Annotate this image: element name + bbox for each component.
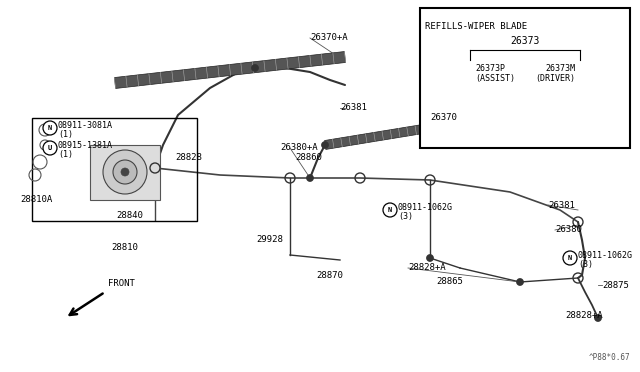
Circle shape bbox=[103, 150, 147, 194]
Text: 26380+A: 26380+A bbox=[280, 144, 317, 153]
Text: ^P88*0.67: ^P88*0.67 bbox=[588, 353, 630, 362]
Text: 08911-3081A: 08911-3081A bbox=[58, 121, 113, 129]
Text: 28828+A: 28828+A bbox=[565, 311, 603, 320]
Text: 29928: 29928 bbox=[257, 235, 284, 244]
Bar bbox=[420, 8, 630, 148]
Text: 28810: 28810 bbox=[111, 244, 138, 253]
Text: 26380: 26380 bbox=[555, 225, 582, 234]
Text: 26373P
(ASSIST): 26373P (ASSIST) bbox=[475, 64, 515, 83]
Circle shape bbox=[121, 168, 129, 176]
Circle shape bbox=[426, 254, 433, 262]
Polygon shape bbox=[428, 103, 532, 124]
Circle shape bbox=[252, 64, 259, 71]
Text: 28875: 28875 bbox=[602, 280, 629, 289]
Text: REFILLS-WIPER BLADE: REFILLS-WIPER BLADE bbox=[425, 22, 527, 31]
Text: 28810A: 28810A bbox=[20, 196, 52, 205]
Circle shape bbox=[113, 160, 137, 184]
Text: (3): (3) bbox=[578, 260, 593, 269]
Circle shape bbox=[43, 121, 57, 135]
Bar bbox=[32, 118, 197, 221]
Text: 28828+A: 28828+A bbox=[408, 263, 445, 273]
Bar bbox=[90, 145, 160, 200]
Text: 08915-1381A: 08915-1381A bbox=[58, 141, 113, 150]
Text: (3): (3) bbox=[398, 212, 413, 221]
Circle shape bbox=[595, 314, 602, 321]
Circle shape bbox=[563, 251, 577, 265]
Text: N: N bbox=[388, 207, 392, 213]
Text: 26370: 26370 bbox=[430, 113, 457, 122]
Text: N: N bbox=[48, 125, 52, 131]
Text: 28840: 28840 bbox=[116, 211, 143, 219]
Text: 28870: 28870 bbox=[317, 270, 344, 279]
Circle shape bbox=[43, 141, 57, 155]
Text: FRONT: FRONT bbox=[108, 279, 135, 288]
Text: N: N bbox=[568, 255, 572, 261]
Text: 28860: 28860 bbox=[295, 154, 322, 163]
Text: 08911-1062G: 08911-1062G bbox=[578, 250, 633, 260]
Text: U: U bbox=[48, 145, 52, 151]
Text: 26373M
(DRIVER): 26373M (DRIVER) bbox=[535, 64, 575, 83]
Text: 08911-1062G: 08911-1062G bbox=[398, 202, 453, 212]
Text: 28865: 28865 bbox=[436, 278, 463, 286]
Text: 26370+A: 26370+A bbox=[310, 33, 348, 42]
Polygon shape bbox=[115, 52, 346, 89]
Polygon shape bbox=[324, 113, 491, 150]
Circle shape bbox=[321, 141, 328, 148]
Text: 28828: 28828 bbox=[175, 154, 202, 163]
Text: 26373: 26373 bbox=[510, 36, 540, 46]
Text: 26381: 26381 bbox=[548, 201, 575, 209]
Circle shape bbox=[516, 279, 524, 285]
Text: (1): (1) bbox=[58, 151, 73, 160]
Circle shape bbox=[383, 203, 397, 217]
Text: (1): (1) bbox=[58, 131, 73, 140]
Text: 26381: 26381 bbox=[340, 103, 367, 112]
Circle shape bbox=[307, 174, 314, 182]
Polygon shape bbox=[549, 97, 623, 118]
